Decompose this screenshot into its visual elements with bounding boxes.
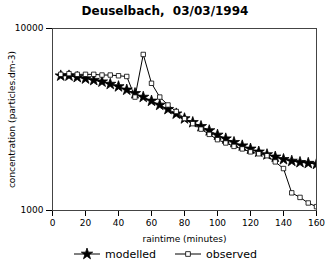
svg-text:40: 40 [113,218,125,228]
svg-text:raintime (minutes): raintime (minutes) [142,234,226,244]
svg-text:140: 140 [275,218,292,228]
html-text:observed: observed [206,247,257,261]
svg-text:60: 60 [146,218,158,228]
svg-text:160: 160 [308,218,325,228]
svg-text:10000: 10000 [15,23,44,33]
svg-text:1000: 1000 [21,205,44,215]
svg-text:100: 100 [209,218,226,228]
svg-text:20: 20 [80,218,92,228]
svg-text:80: 80 [179,218,191,228]
svg-text:concentration (particles.dm-3): concentration (particles.dm-3) [7,51,17,188]
html-text:modelled: modelled [105,247,156,261]
html-text:Deuselbach, 03/03/1994: Deuselbach, 03/03/1994 [81,4,249,18]
svg-text:0: 0 [50,218,56,228]
svg-text:120: 120 [242,218,259,228]
